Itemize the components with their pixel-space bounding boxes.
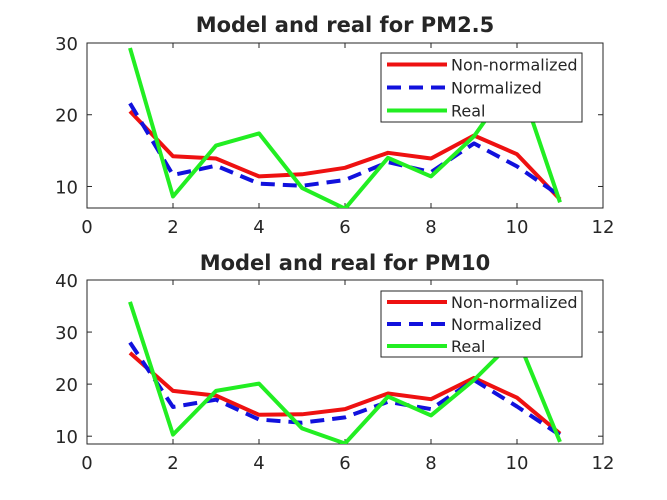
x-tick-label: 8 <box>425 453 436 474</box>
series-line-normalized <box>128 102 562 198</box>
x-tick-label: 6 <box>339 217 350 238</box>
series-line-normalized <box>128 341 562 437</box>
legend-label: Normalized <box>451 315 542 334</box>
legend-label: Non-normalized <box>451 56 578 75</box>
y-tick-label: 10 <box>55 177 78 198</box>
series-line-real <box>128 301 562 444</box>
legend: Non-normalized Normalized Real <box>380 290 583 358</box>
x-tick-label: 10 <box>506 217 529 238</box>
x-tick-label: 0 <box>81 217 92 238</box>
x-tick-label: 6 <box>339 453 350 474</box>
legend-label: Non-normalized <box>451 293 578 312</box>
legend-label: Normalized <box>451 79 542 98</box>
y-tick-label: 40 <box>55 271 78 292</box>
x-tick-label: 12 <box>592 217 615 238</box>
x-tick-label: 12 <box>592 453 615 474</box>
x-tick-label: 0 <box>81 453 92 474</box>
y-tick-label: 20 <box>55 375 78 396</box>
y-tick-label: 20 <box>55 106 78 127</box>
legend: Non-normalized Normalized Real <box>380 52 583 123</box>
x-tick-label: 2 <box>167 217 178 238</box>
legend-label: Real <box>451 337 486 356</box>
chart-panel-2: Model and real for PM10 0 2 4 6 8 10 12 10 20 30 40… <box>55 251 614 474</box>
x-tick-label: 4 <box>253 453 264 474</box>
chart-panel-1: Model and real for PM2.5 0 2 4 6 8 10 12 10 20 30 N… <box>55 13 614 238</box>
x-tick-label: 10 <box>506 453 529 474</box>
y-tick-label: 30 <box>55 323 78 344</box>
x-tick-label: 4 <box>253 217 264 238</box>
x-tick-label: 2 <box>167 453 178 474</box>
chart-title: Model and real for PM2.5 <box>196 13 495 37</box>
y-tick-label: 10 <box>55 427 78 448</box>
chart-title: Model and real for PM10 <box>200 251 491 275</box>
series-line-non-normalized <box>128 109 562 201</box>
series-lines <box>128 301 562 444</box>
x-tick-label: 8 <box>425 217 436 238</box>
y-tick-label: 30 <box>55 34 78 55</box>
legend-label: Real <box>451 102 486 121</box>
series-line-non-normalized <box>128 351 562 436</box>
